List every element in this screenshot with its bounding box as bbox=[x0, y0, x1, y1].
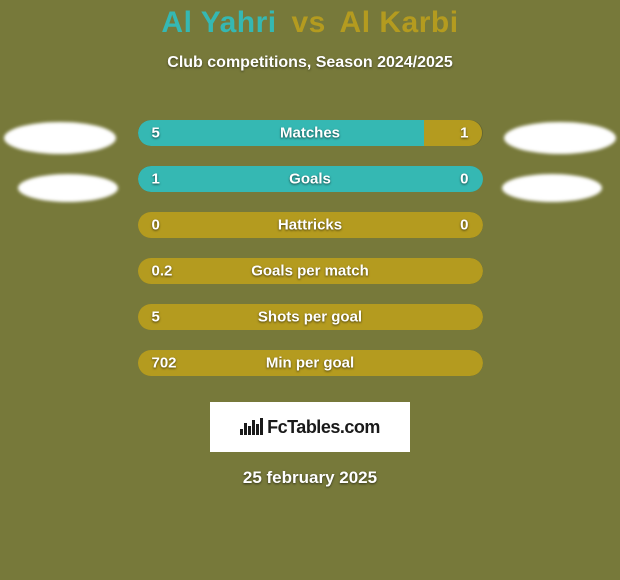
stat-bar: 702 Min per goal bbox=[138, 350, 483, 376]
stat-bar-right bbox=[424, 120, 483, 146]
stat-label: Goals bbox=[289, 171, 331, 188]
stat-value-right: 1 bbox=[460, 125, 468, 142]
stat-row: 5 Shots per goal bbox=[0, 294, 620, 340]
logo-text: FcTables.com bbox=[267, 417, 380, 438]
logo-box: FcTables.com bbox=[210, 402, 410, 452]
stat-label: Min per goal bbox=[266, 355, 354, 372]
stat-bar: 5 1 Matches bbox=[138, 120, 483, 146]
stat-label: Matches bbox=[280, 125, 340, 142]
player1-name: Al Yahri bbox=[161, 6, 276, 39]
player2-name: Al Karbi bbox=[340, 6, 459, 39]
stat-bar: 0 0 Hattricks bbox=[138, 212, 483, 238]
stat-label: Hattricks bbox=[278, 217, 342, 234]
page-title: Al Yahri vs Al Karbi bbox=[0, 6, 620, 40]
comparison-widget: Al Yahri vs Al Karbi Club competitions, … bbox=[0, 0, 620, 580]
stat-label: Shots per goal bbox=[258, 309, 362, 326]
stat-row: 5 1 Matches bbox=[0, 110, 620, 156]
stat-value-left: 5 bbox=[152, 309, 160, 326]
subtitle: Club competitions, Season 2024/2025 bbox=[0, 54, 620, 72]
date-text: 25 february 2025 bbox=[0, 468, 620, 488]
stat-value-right: 0 bbox=[460, 217, 468, 234]
stat-value-right: 0 bbox=[460, 171, 468, 188]
stat-value-left: 5 bbox=[152, 125, 160, 142]
stat-row: 1 0 Goals bbox=[0, 156, 620, 202]
vs-text: vs bbox=[291, 6, 325, 39]
stat-bar: 1 0 Goals bbox=[138, 166, 483, 192]
stat-value-left: 0 bbox=[152, 217, 160, 234]
stat-row: 702 Min per goal bbox=[0, 340, 620, 386]
stat-label: Goals per match bbox=[251, 263, 369, 280]
chart-icon bbox=[240, 418, 263, 436]
stat-bar: 0.2 Goals per match bbox=[138, 258, 483, 284]
stat-row: 0.2 Goals per match bbox=[0, 248, 620, 294]
stat-value-left: 702 bbox=[152, 355, 177, 372]
stat-bar: 5 Shots per goal bbox=[138, 304, 483, 330]
stat-value-left: 0.2 bbox=[152, 263, 173, 280]
stat-value-left: 1 bbox=[152, 171, 160, 188]
stat-row: 0 0 Hattricks bbox=[0, 202, 620, 248]
stats-list: 5 1 Matches 1 0 Goals 0 0 Hattricks 0.2 Goals per … bbox=[0, 110, 620, 386]
